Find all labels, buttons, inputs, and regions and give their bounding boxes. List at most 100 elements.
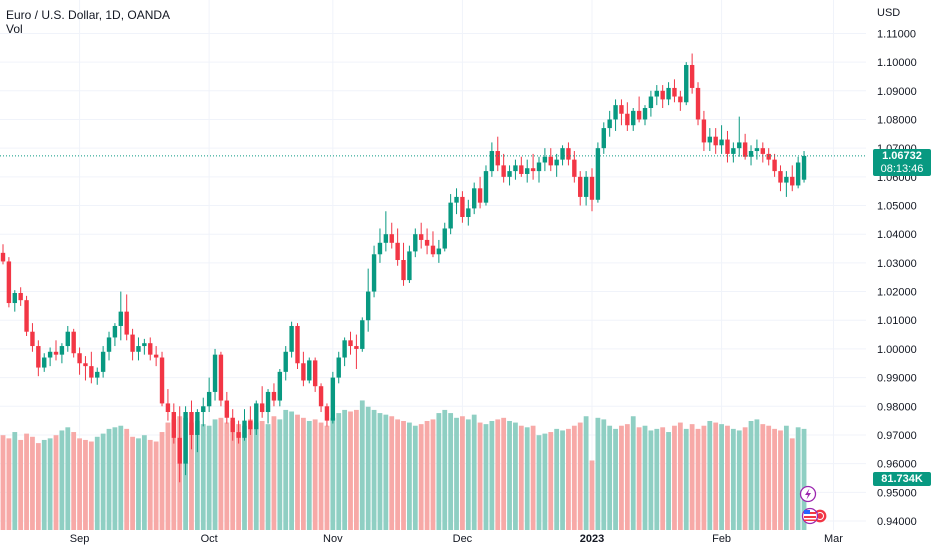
- volume-bar: [801, 428, 807, 530]
- axis-icons: [799, 485, 828, 525]
- volume-bar: [118, 425, 124, 530]
- y-tick-label: 1.01000: [877, 315, 917, 327]
- candle-body: [206, 391, 212, 407]
- volume-bar: [489, 420, 495, 530]
- volume-bar: [571, 425, 577, 530]
- volume-bar: [518, 425, 524, 530]
- candle-body: [371, 254, 377, 292]
- candle-body: [336, 357, 341, 378]
- candle-body: [678, 96, 683, 103]
- volume-bar: [436, 413, 442, 530]
- volume-bar: [407, 422, 412, 530]
- volume-bar: [789, 438, 795, 530]
- candle-body: [100, 351, 106, 372]
- volume-bar: [230, 420, 236, 530]
- candle-body: [289, 325, 294, 352]
- candle-body: [407, 251, 412, 281]
- candle-body: [595, 148, 601, 200]
- volume-bar: [189, 422, 194, 530]
- candle-body: [348, 340, 353, 347]
- volume-bar: [607, 425, 613, 530]
- volume-bars: [0, 400, 807, 530]
- time-axis[interactable]: Sep Oct Nov Dec 2023 Feb Mar: [70, 533, 844, 545]
- volume-bar: [136, 438, 141, 530]
- candle-body: [230, 417, 235, 433]
- candle-body: [483, 171, 489, 203]
- last-price-tag: 1.06732 08:13:46: [873, 149, 931, 176]
- volume-bar: [613, 428, 618, 530]
- volume-bar: [483, 424, 489, 530]
- candle-body: [536, 162, 542, 172]
- volume-bar: [424, 420, 430, 530]
- volume-legend[interactable]: Vol: [6, 22, 23, 36]
- volume-bar: [619, 425, 624, 530]
- volume-bar: [124, 428, 130, 530]
- candle-body: [684, 64, 689, 103]
- candle-body: [142, 343, 147, 347]
- volume-bar: [648, 430, 654, 530]
- candle-body: [760, 148, 766, 154]
- candle-body: [330, 377, 336, 421]
- volume-bar: [35, 443, 41, 530]
- volume-bar: [389, 416, 395, 530]
- candle-body: [307, 360, 312, 381]
- volume-bar: [783, 425, 789, 530]
- candle-body: [560, 148, 565, 160]
- candle-body: [106, 337, 112, 352]
- y-tick-label: 0.98000: [877, 401, 917, 413]
- candle-body: [130, 334, 135, 352]
- y-tick-label: 0.95000: [877, 487, 917, 499]
- volume-bar: [112, 427, 118, 530]
- candle-body: [248, 420, 253, 430]
- y-tick-label: 0.96000: [877, 459, 917, 471]
- volume-bar: [6, 438, 12, 530]
- candle-body: [271, 391, 277, 401]
- candle-body: [460, 196, 465, 217]
- candle-body: [613, 105, 618, 120]
- volume-value-tag: 81.734K: [873, 472, 931, 486]
- volume-bar: [348, 411, 353, 530]
- volume-bar: [0, 435, 6, 530]
- volume-bar: [100, 433, 106, 530]
- candle-body: [224, 400, 230, 418]
- candle-body: [42, 357, 47, 368]
- candle-body: [318, 386, 324, 407]
- candle-body: [489, 151, 495, 172]
- candle-body: [12, 292, 17, 304]
- candle-body: [148, 343, 153, 355]
- candle-body: [218, 354, 224, 401]
- bar-countdown: 08:13:46: [880, 163, 924, 175]
- price-axis[interactable]: 0.94000 0.95000 0.96000 0.97000 0.98000 0.990…: [877, 7, 917, 528]
- volume-bar: [707, 420, 713, 530]
- candle-body: [153, 354, 159, 358]
- candle-body: [236, 432, 241, 438]
- candle-body: [719, 139, 724, 146]
- volume-bar: [354, 409, 359, 530]
- candle-body: [530, 168, 536, 172]
- symbol-title[interactable]: Euro / U.S. Dollar, 1D, OANDA: [6, 8, 171, 22]
- y-tick-label: 1.09000: [877, 86, 917, 98]
- candle-body: [401, 260, 406, 281]
- volume-bar: [560, 430, 565, 530]
- volume-bar: [465, 419, 471, 530]
- candle-body: [477, 188, 483, 203]
- volume-bar: [53, 435, 59, 530]
- candle-body: [701, 119, 707, 143]
- volume-bar: [71, 432, 77, 530]
- y-tick-label: 1.08000: [877, 114, 917, 126]
- candle-body: [566, 148, 571, 160]
- candle-body: [424, 239, 430, 246]
- candle-body: [707, 136, 712, 143]
- candle-body: [18, 292, 23, 301]
- volume-bar: [583, 416, 589, 530]
- candle-body: [83, 363, 88, 367]
- candle-body: [695, 87, 701, 120]
- volume-bar: [548, 432, 554, 530]
- candle-body: [301, 363, 306, 381]
- candle-body: [672, 87, 677, 97]
- candle-body: [754, 148, 760, 152]
- candle-body: [525, 168, 530, 174]
- volume-bar: [554, 428, 560, 530]
- volume-bar: [236, 424, 241, 530]
